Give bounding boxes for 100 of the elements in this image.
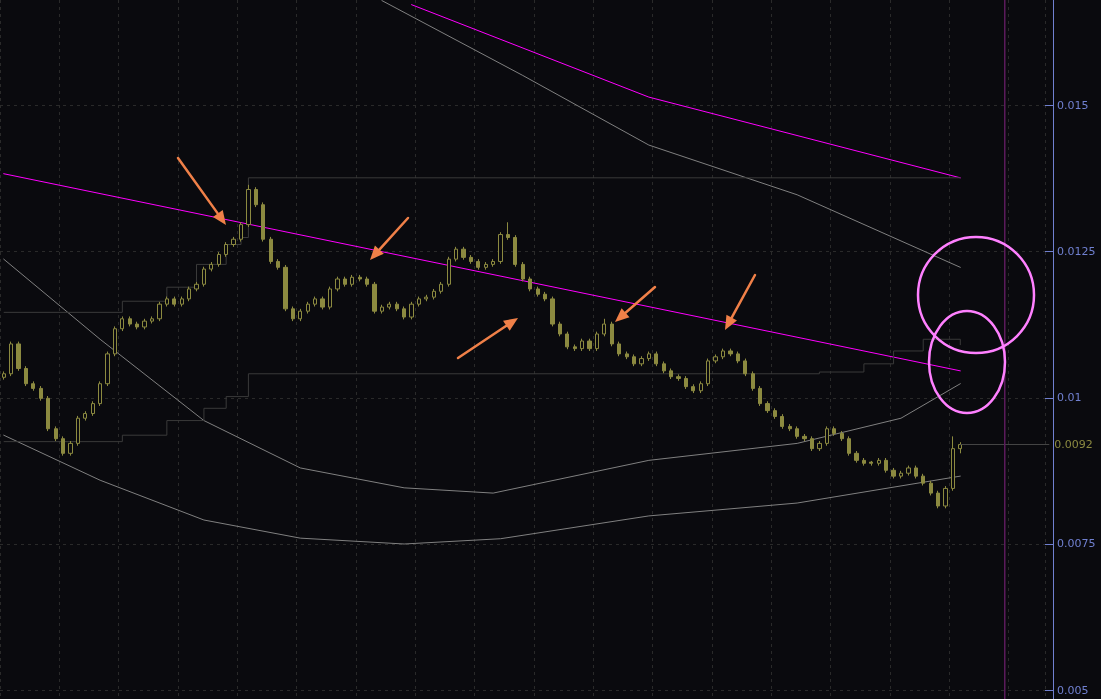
candlestick [46,395,50,432]
y-tick-label: 0.005 [1057,683,1089,697]
y-tick-label: 0.01 [1057,391,1082,405]
candlestick [802,433,807,442]
candlestick [39,385,43,402]
candlestick [157,301,162,322]
candlestick [476,258,480,271]
candlestick [825,425,829,447]
line-series [3,258,961,494]
candlestick [773,407,777,420]
candlestick [573,344,577,352]
candlestick [869,460,873,467]
candlestick [817,440,822,452]
y-tick-label: 0.015 [1057,98,1089,112]
candlestick [246,184,251,228]
candlestick [736,351,740,364]
candlestick [936,490,940,509]
candlestick [298,308,302,322]
candlestick [172,296,176,308]
candlestick [68,440,73,457]
candlestick [306,301,310,315]
candlestick [847,435,851,457]
candlestick [528,276,532,292]
candlestick [595,331,599,352]
candlestick [16,341,21,372]
candlestick [654,351,658,367]
candlestick [706,358,710,387]
candlestick [120,315,124,332]
candlestick [239,221,243,243]
candlestick [291,306,295,322]
candlestick [602,318,606,337]
candlestick [320,296,325,310]
candlestick [891,467,896,479]
candlestick [358,274,362,282]
candlestick [150,315,154,324]
candlestick [461,246,466,261]
candlestick [713,353,718,364]
candlestick [639,355,644,367]
candlestick [498,231,503,265]
candlestick [432,288,436,300]
candlestick [187,286,191,302]
line-series [3,434,961,545]
candlestick [647,351,651,362]
candlestick [128,315,132,327]
candlestick [165,296,169,308]
candlestick [758,385,762,407]
candlestick [854,450,859,464]
candlestick [180,296,184,308]
candlestick [202,266,206,288]
candlestick [417,296,421,308]
candlestick [254,186,258,208]
candlestick [9,341,13,377]
candlestick [2,370,6,381]
candlestick [780,413,784,430]
candlestick [765,400,770,414]
candlestick [676,373,681,382]
candlestick [669,368,673,380]
candlestick [506,221,510,241]
candlestick [565,331,569,350]
candlestick [343,276,347,288]
candlestick [536,286,540,298]
candlestick [98,380,102,407]
y-tick-label: 0.0125 [1057,245,1096,259]
candlestick [380,304,384,315]
candlestick [550,296,555,327]
candlestick [699,380,703,394]
candlestick [313,296,317,308]
candlestick [454,246,458,262]
candlestick [447,256,451,288]
candlestick [372,281,377,315]
candlestick [231,236,236,248]
candlestick [617,341,621,357]
candlestick [350,274,354,288]
candlestick [439,281,443,295]
candlestick [194,281,199,292]
candlestick [61,435,65,457]
candlestick [335,276,340,292]
candlestick [691,383,695,394]
candlestick [810,435,814,452]
candlestick [521,261,525,282]
candlestick [921,473,925,486]
candlestick [224,241,228,258]
candlestick [795,425,799,440]
candlestick [721,348,725,360]
candlestick [788,423,792,432]
candlestick [135,321,139,330]
candlestick [328,286,332,310]
candlestick [261,201,265,243]
candlestick [365,276,369,288]
candlestick [929,480,933,496]
candlestick [580,338,584,352]
candlestick [906,465,911,477]
candlestick [662,360,666,374]
candlestick [387,301,391,310]
candlestick [276,258,280,271]
candlestick [884,457,888,474]
candlestick [513,234,517,268]
candlestick [105,351,110,387]
candlestick [743,358,747,377]
candlestick [54,425,58,442]
